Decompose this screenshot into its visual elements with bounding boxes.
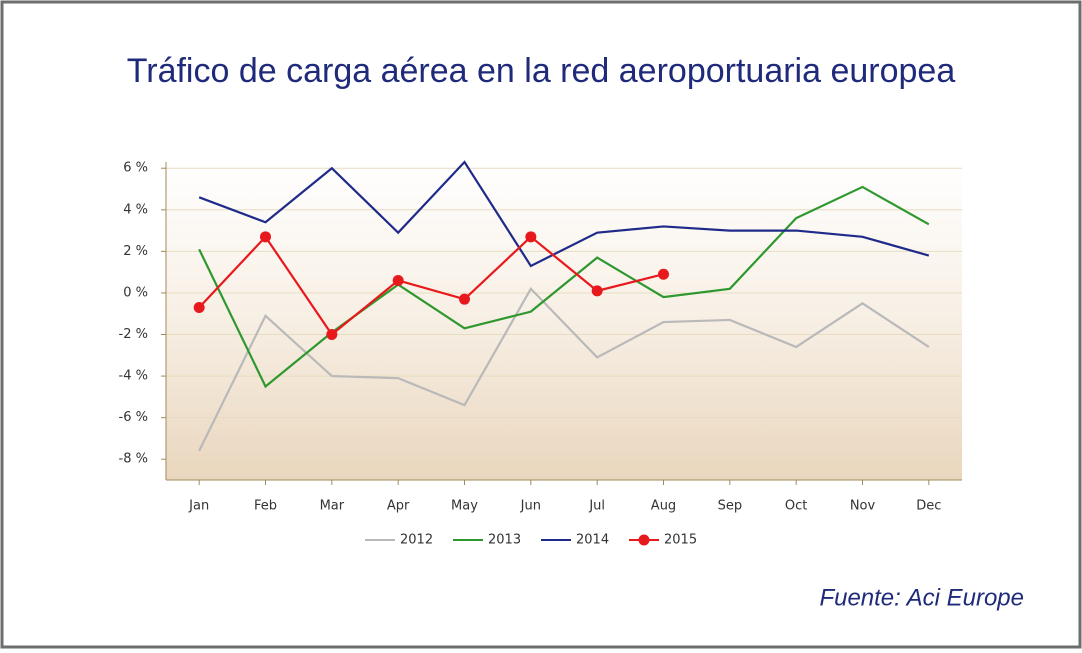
y-tick-label: -8 % <box>119 452 148 467</box>
plot-background <box>166 162 962 480</box>
y-tick-label: 2 % <box>123 244 148 259</box>
y-tick-label: -4 % <box>119 369 148 384</box>
y-tick-label: 4 % <box>123 202 148 217</box>
series-line <box>198 235 664 337</box>
x-tick-label: Aug <box>651 499 676 514</box>
series-line <box>198 286 930 452</box>
data-point <box>193 301 205 313</box>
data-point <box>658 268 669 280</box>
data-point <box>326 329 338 341</box>
source: Fuente: Aci Europe <box>819 584 1024 611</box>
data-point <box>591 285 603 297</box>
legend-label: 2015 <box>664 533 697 548</box>
y-tick-label: -6 % <box>119 410 148 425</box>
x-tick-label: Jun <box>520 499 541 514</box>
data-point <box>525 231 537 243</box>
x-tick-label: Oct <box>785 499 807 514</box>
x-tick-label: Jan <box>188 499 209 514</box>
series-line <box>198 160 930 268</box>
series-line <box>198 185 930 389</box>
x-tick-label: Feb <box>254 499 277 514</box>
x-tick-label: Sep <box>718 499 743 514</box>
x-tick-label: Nov <box>850 499 876 514</box>
x-tick-label: Apr <box>387 499 410 514</box>
y-tick-label: -2 % <box>119 327 148 342</box>
data-point <box>392 274 404 286</box>
y-tick-label: 6 % <box>123 161 148 176</box>
data-point <box>459 293 470 305</box>
legend-marker <box>638 534 650 546</box>
x-tick-label: Dec <box>916 499 941 514</box>
data-point <box>260 231 271 243</box>
y-tick-label: 0 % <box>123 285 148 300</box>
legend-label: 2013 <box>488 533 521 548</box>
x-tick-label: Jul <box>588 499 605 514</box>
x-tick-label: Mar <box>320 499 345 514</box>
chart-title: Tráfico de carga aérea en la red aeropor… <box>127 52 956 90</box>
legend-label: 2012 <box>400 533 433 548</box>
x-tick-label: May <box>451 499 478 514</box>
legend-label: 2014 <box>576 533 609 548</box>
